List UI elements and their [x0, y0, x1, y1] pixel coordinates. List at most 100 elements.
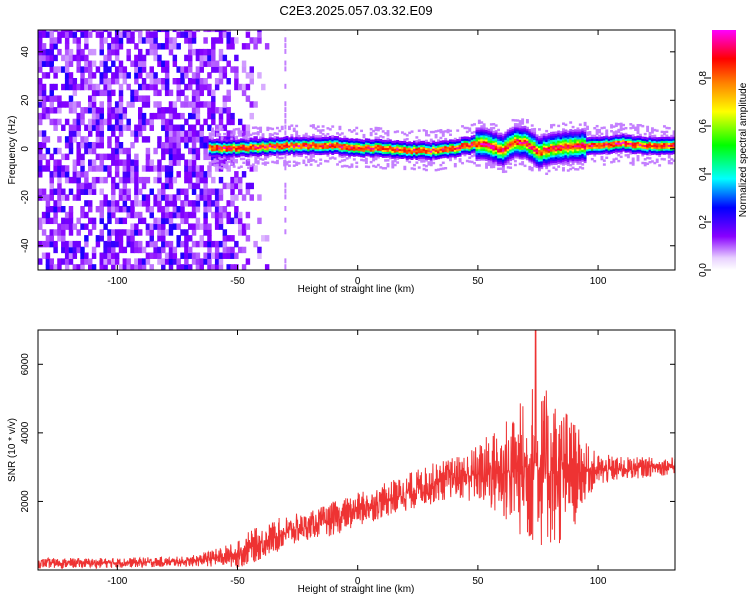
- spectrogram-cell: [480, 127, 484, 130]
- spectrogram-cell: [650, 140, 654, 144]
- spectrogram-cell: [180, 240, 185, 248]
- spectrogram-cell: [638, 143, 642, 146]
- spectrogram-cell: [309, 142, 313, 145]
- spectrogram-cell: [319, 141, 323, 144]
- spectrogram-cell: [396, 161, 400, 164]
- spectrogram-cell: [600, 144, 604, 147]
- spectrogram-cell: [191, 147, 197, 155]
- spectrogram-cell: [475, 148, 479, 152]
- spectrogram-cell: [518, 149, 522, 152]
- spectrogram-cell: [64, 142, 70, 149]
- spectrogram-cell: [338, 137, 342, 140]
- spectrogram-cell: [99, 30, 104, 33]
- spectrogram-cell: [564, 152, 568, 156]
- spectrogram-cell: [316, 125, 320, 128]
- spectrogram-cell: [149, 165, 154, 172]
- spectrogram-cell: [87, 83, 93, 91]
- spectrogram-cell: [214, 83, 220, 91]
- spectrogram-cell: [437, 147, 440, 150]
- spectrogram-cell: [569, 152, 573, 155]
- spectrogram-cell: [612, 144, 616, 148]
- spectrogram-cell: [49, 188, 54, 195]
- spectrogram-cell: [321, 144, 325, 148]
- spectrogram-cell: [562, 139, 565, 143]
- spectrogram-cell: [523, 154, 527, 158]
- spectrogram-cell: [612, 150, 616, 154]
- spectrogram-cell: [461, 136, 464, 140]
- spectrogram-cell: [338, 154, 342, 158]
- spectrogram-cell: [533, 127, 537, 131]
- spectrogram-cell: [367, 140, 371, 143]
- spectrogram-cell: [176, 264, 181, 270]
- spectrogram-cell: [562, 155, 565, 158]
- spectrogram-cell: [665, 136, 669, 139]
- spectrogram-cell: [492, 136, 496, 140]
- spectrogram-cell: [595, 144, 599, 147]
- spectrogram-cell: [321, 152, 325, 155]
- spectrogram-cell: [242, 153, 246, 157]
- spectrogram-cell: [211, 240, 216, 248]
- spectrogram-cell: [145, 200, 151, 207]
- spectrogram-cell: [485, 166, 489, 169]
- spectrogram-cell: [593, 154, 597, 157]
- spectrogram-cell: [658, 146, 662, 150]
- spectrogram-cell: [191, 223, 197, 230]
- spectrogram-cell: [482, 150, 486, 153]
- spectrogram-cell: [232, 149, 236, 153]
- spectrogram-cell: [499, 140, 503, 143]
- spectrogram-cell: [393, 144, 397, 147]
- spectrogram-cell: [312, 124, 315, 127]
- spectrogram-cell: [245, 223, 251, 230]
- spectrogram-cell: [72, 101, 78, 108]
- spectrogram-cell: [297, 144, 301, 148]
- spectrogram-cell: [114, 142, 120, 149]
- spectrogram-cell: [333, 147, 337, 151]
- spectrogram-cell: [619, 132, 623, 135]
- spectrogram-cell: [57, 264, 62, 270]
- spectrogram-cell: [45, 200, 51, 207]
- spectrogram-cell: [501, 151, 505, 154]
- spectrogram-cell: [523, 149, 527, 152]
- spectrogram-cell: [41, 54, 47, 62]
- spectrogram-cell: [218, 156, 222, 159]
- spectrogram-cell: [235, 149, 239, 152]
- spectrogram-cell: [521, 126, 525, 129]
- spectrogram-cell: [249, 149, 253, 152]
- spectrogram-cell: [161, 188, 166, 195]
- spectrogram-cell: [501, 162, 505, 166]
- spectrogram-cell: [285, 161, 289, 164]
- spectrogram-cell: [369, 139, 373, 143]
- spectrogram-cell: [49, 66, 54, 73]
- spectrogram-cell: [234, 78, 239, 85]
- spectrogram-cell: [513, 119, 517, 122]
- spectrogram-cell: [287, 143, 291, 146]
- spectrogram-cell: [68, 211, 74, 219]
- spectrogram-cell: [590, 157, 594, 161]
- spectrogram-cell: [114, 101, 120, 108]
- spectrogram-cell: [137, 72, 143, 79]
- spectrogram-cell: [187, 176, 193, 184]
- spectrogram-cell: [624, 142, 628, 145]
- spectrogram-cell: [239, 148, 243, 151]
- spectrogram-cell: [292, 137, 296, 140]
- spectrogram-cell: [475, 154, 479, 157]
- spectrogram-cell: [513, 124, 517, 128]
- spectrogram-cell: [164, 43, 170, 50]
- spectrogram-cell: [634, 136, 638, 139]
- spectrogram-cell: [309, 124, 313, 128]
- spectrogram-cell: [118, 246, 124, 254]
- spectrogram-cell: [295, 132, 299, 135]
- spectrogram-cell: [391, 148, 395, 152]
- spectrogram-cell: [215, 144, 219, 147]
- spectrogram-cell: [237, 229, 243, 236]
- spectrogram-cell: [316, 139, 320, 142]
- spectrogram-cell: [232, 144, 236, 147]
- spectrogram-cell: [376, 152, 380, 155]
- spectrogram-cell: [226, 107, 231, 114]
- spectrogram-cell: [631, 138, 635, 141]
- spectrogram-cell: [533, 155, 537, 158]
- spectrogram-cell: [501, 133, 505, 137]
- spectrogram-cell: [525, 144, 529, 147]
- spectrogram-cell: [434, 168, 438, 172]
- spectrogram-cell: [234, 240, 239, 248]
